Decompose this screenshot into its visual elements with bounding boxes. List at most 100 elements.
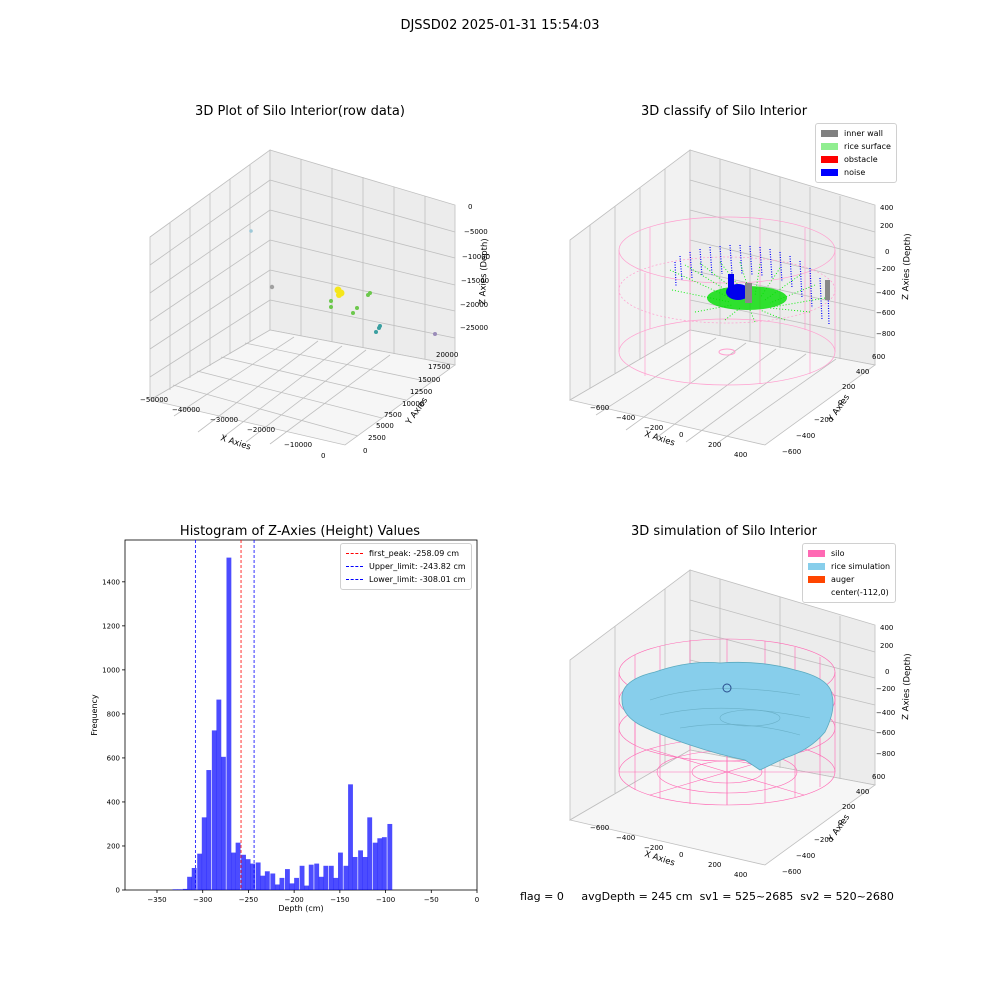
histogram-bar [289, 883, 295, 890]
histogram-bar [264, 871, 270, 890]
simulation-plot-title: 3D simulation of Silo Interior [631, 524, 817, 539]
histogram-bar [216, 699, 222, 890]
y-tick: −600 [782, 448, 801, 456]
legend-item: auger [808, 573, 890, 586]
classify-3d-scatter: −600 −400 −200 0 200 400 X Axies −600 −4… [568, 149, 913, 459]
figure-title: DJSSD02 2025-01-31 15:54:03 [400, 18, 600, 33]
histogram-bar [377, 838, 383, 890]
histogram-vlines [194, 540, 255, 890]
x-tick-label: −50 [424, 896, 439, 904]
histogram-bar [211, 730, 217, 890]
y-tick-label: 0 [116, 887, 120, 895]
z-tick: −800 [876, 330, 895, 338]
swatch-icon [821, 130, 838, 137]
raw-3d-scatter: −50000 −40000 −30000 −20000 −10000 0 X A… [140, 149, 490, 460]
y-tick: 5000 [376, 422, 394, 430]
z-tick: 0 [468, 203, 472, 211]
surface-contours [649, 688, 811, 736]
swatch-icon [821, 156, 838, 163]
y-tick: 7500 [384, 411, 402, 419]
histogram-bar [285, 869, 290, 890]
raw-point [329, 299, 333, 303]
z-tick: −25000 [460, 324, 488, 332]
x-tick: −10000 [284, 441, 312, 449]
x-tick: −20000 [247, 426, 275, 434]
sv1-value: sv1 = 525~2685 [699, 890, 794, 903]
legend-label: Upper_limit: -243.82 cm [369, 562, 466, 571]
histogram-bar [274, 884, 280, 890]
y-tick-label: 1200 [102, 622, 120, 630]
y-tick: 20000 [436, 351, 458, 359]
histogram-xticks: −350 −300 −250 −200 −150 −100 −50 0 [147, 890, 479, 904]
legend-label: Lower_limit: -308.01 cm [369, 575, 466, 584]
x-tick: −200 [644, 424, 663, 432]
x-tick: 400 [734, 451, 747, 459]
legend-label: obstacle [844, 155, 878, 164]
histogram-bar [201, 817, 207, 890]
histogram-bar [191, 867, 197, 890]
raw-point [368, 291, 372, 295]
histogram-bar [343, 865, 349, 890]
rice-simulation-surface [621, 661, 834, 771]
legend-item: Upper_limit: -243.82 cm [346, 560, 466, 573]
histogram-bar [182, 888, 188, 890]
z-tick: 200 [880, 642, 893, 650]
y-tick: 0 [363, 447, 367, 455]
x-axis-label: X Axies [643, 429, 676, 448]
x-tick: −400 [616, 414, 635, 422]
histogram-bar [294, 877, 299, 890]
classify-yticks: −600 −400 −200 0 200 400 600 [782, 353, 885, 456]
histogram-bar [221, 756, 226, 890]
y-tick: 17500 [428, 363, 450, 371]
y-tick: −200 [814, 836, 833, 844]
histogram-bar [172, 889, 178, 890]
sv2-value: sv2 = 520~2680 [800, 890, 894, 903]
swatch-icon [821, 143, 838, 150]
noise-points [674, 244, 830, 326]
x-tick-label: 0 [475, 896, 479, 904]
z-tick: −10000 [462, 253, 490, 261]
swatch-icon [808, 550, 825, 557]
legend-label: rice simulation [831, 562, 891, 571]
swatch-icon [808, 589, 825, 596]
y-axis-label: Frequency [90, 694, 99, 736]
y-tick: −200 [814, 416, 833, 424]
histogram-bar [255, 862, 261, 890]
z-tick: 200 [880, 222, 893, 230]
y-tick: −600 [782, 868, 801, 876]
x-tick-label: −250 [239, 896, 258, 904]
plot-frame [124, 539, 478, 891]
y-tick: 200 [842, 803, 855, 811]
histogram-bar [348, 784, 353, 890]
x-tick-label: −200 [285, 896, 304, 904]
z-tick: −600 [876, 309, 895, 317]
legend-label: inner wall [844, 129, 884, 138]
histogram-bars [172, 557, 393, 890]
legend-label: noise [844, 168, 866, 177]
classify-zticks: 400 200 0 −200 −400 −600 −800 [876, 204, 895, 338]
histogram-bar [241, 854, 246, 890]
dashed-line-icon [346, 553, 363, 554]
histogram-bar [333, 877, 339, 890]
swatch-icon [808, 563, 825, 570]
center-marker [722, 683, 732, 693]
legend-item: silo [808, 547, 890, 560]
y-tick: 10000 [402, 400, 424, 408]
raw-point [433, 332, 437, 336]
histogram-bar [177, 889, 182, 890]
z-axis-label: Z Axies (Depth) [901, 653, 913, 720]
raw-point [378, 324, 382, 328]
x-tick: −400 [616, 834, 635, 842]
y-tick-label: 400 [107, 798, 120, 806]
histogram-bar [270, 873, 276, 890]
simulation-zticks: 400 200 0 −200 −400 −600 −800 [876, 624, 895, 758]
center-cluster [707, 274, 830, 310]
z-axis-label: Z Axies (Depth) [478, 238, 490, 305]
x-tick: −200 [644, 844, 663, 852]
x-axis-label: X Axies [643, 849, 676, 868]
legend-label: first_peak: -258.09 cm [369, 549, 460, 558]
histogram-bar [206, 770, 212, 890]
noise-cluster [728, 274, 734, 292]
x-tick: 400 [734, 871, 747, 879]
legend-label: rice surface [844, 142, 891, 151]
